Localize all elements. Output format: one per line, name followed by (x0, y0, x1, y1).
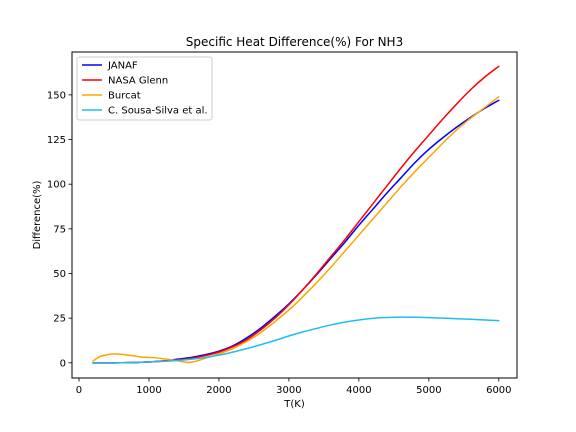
series-line-3 (92, 316, 500, 364)
chart-title: Specific Heat Difference(%) For NH3 (186, 35, 403, 49)
legend-label: Burcat (108, 91, 141, 102)
y-axis-label: Difference(%) (32, 180, 43, 249)
x-tick-label: 5000 (416, 385, 441, 396)
x-tick-label: 4000 (346, 385, 371, 396)
x-tick-label: 0 (76, 385, 82, 396)
series-line-2 (92, 95, 500, 364)
y-tick-label: 75 (53, 224, 66, 235)
legend-label: JANAF (107, 61, 138, 72)
y-tick-label: 50 (53, 269, 66, 280)
y-axis: 0 25 50 75 100 125 150 (47, 90, 72, 369)
y-tick-label: 25 (53, 314, 66, 325)
plot-frame (71, 51, 518, 379)
legend: JANAF NASA Glenn Burcat C. Sousa-Silva et a… (76, 56, 213, 121)
series-layer (92, 65, 500, 364)
x-tick-label: 3000 (276, 385, 301, 396)
legend-label: C. Sousa-Silva et al. (108, 106, 208, 117)
y-tick-label: 0 (60, 358, 66, 369)
legend-box (76, 56, 213, 121)
y-tick-label: 150 (47, 90, 66, 101)
y-tick-label: 100 (47, 180, 66, 191)
legend-label: NASA Glenn (108, 76, 168, 87)
y-tick-label: 125 (47, 135, 66, 146)
x-tick-label: 6000 (486, 385, 511, 396)
x-tick-label: 2000 (206, 385, 231, 396)
x-axis: 0 1000 2000 3000 4000 5000 6000 (76, 378, 512, 396)
x-tick-label: 1000 (136, 385, 161, 396)
x-axis-label: T(K) (283, 399, 305, 410)
